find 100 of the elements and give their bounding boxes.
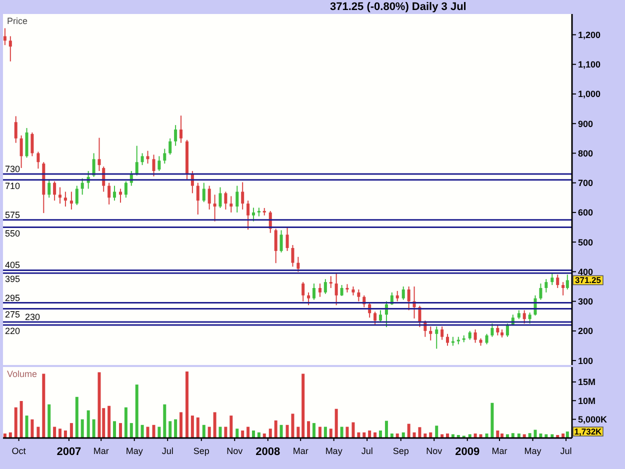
candlestick [280, 230, 283, 253]
bar [412, 432, 416, 438]
candlestick [213, 194, 216, 222]
bar [124, 407, 128, 438]
bar [168, 421, 172, 438]
candlestick [485, 333, 488, 345]
bar [25, 416, 28, 438]
bar [324, 426, 327, 438]
bar [190, 416, 194, 438]
candlestick [318, 283, 322, 298]
bar [179, 412, 182, 438]
bar [312, 423, 316, 438]
bar [70, 423, 73, 438]
candlestick [474, 328, 477, 344]
bar [334, 408, 338, 438]
candlestick [312, 283, 316, 300]
candlestick [168, 138, 172, 156]
bar [407, 424, 410, 438]
candlestick [402, 286, 405, 300]
bar [534, 430, 537, 438]
bar [340, 426, 344, 438]
bar [152, 424, 156, 438]
bar [362, 432, 366, 438]
candlestick [48, 178, 51, 198]
candlestick [506, 323, 509, 338]
bar [108, 406, 111, 438]
x-tick-label: May [325, 446, 343, 456]
bar [357, 432, 360, 438]
bar [163, 404, 166, 438]
bar [236, 428, 239, 438]
bar [80, 419, 84, 438]
candlestick [30, 132, 34, 157]
candlestick [98, 137, 101, 172]
candlestick [440, 326, 444, 340]
bar [48, 404, 51, 438]
bar [429, 432, 432, 438]
bar [274, 420, 278, 438]
bar [296, 426, 300, 438]
candlestick [135, 145, 138, 176]
x-tick-label: Jul [560, 446, 572, 456]
candlestick [429, 326, 432, 341]
x-tick-label: Sep [193, 446, 210, 456]
bar [146, 426, 150, 438]
bar [246, 426, 250, 438]
bar [268, 428, 272, 438]
candlestick [522, 310, 526, 324]
candlestick [329, 276, 332, 288]
ref-line-label: 405 [5, 260, 20, 270]
bar [224, 426, 228, 438]
bar [36, 426, 40, 438]
x-tick-label: Sep [392, 446, 409, 456]
y-tick-label: 800 [578, 148, 594, 158]
ref-line-label: 730 [5, 164, 20, 174]
candlestick [490, 323, 494, 338]
candlestick [20, 134, 23, 169]
candlestick [407, 286, 410, 311]
candlestick [286, 226, 289, 252]
candlestick [528, 312, 532, 324]
bar [98, 372, 101, 438]
bar [286, 424, 289, 438]
x-tick-label: Nov [426, 446, 443, 456]
candlestick [119, 188, 122, 204]
bar [435, 426, 438, 438]
bar [402, 432, 405, 438]
ref-line-label: 220 [5, 326, 20, 336]
x-tick-label: 2009 [455, 446, 480, 458]
bar [8, 432, 12, 438]
bar [158, 426, 161, 438]
bar [14, 407, 18, 438]
bar [86, 410, 90, 438]
candlestick [208, 185, 211, 210]
candlestick [146, 150, 150, 164]
candlestick [246, 200, 250, 230]
y-tick-label: 900 [578, 118, 594, 129]
x-tick-label: Jul [162, 446, 174, 456]
y-tick-label: 200 [578, 326, 594, 336]
candlestick [70, 191, 73, 210]
candlestick [80, 178, 84, 196]
ref-line-label: 275 [5, 310, 20, 320]
candlestick [556, 274, 560, 288]
bar [566, 432, 569, 438]
candlestick [236, 185, 239, 213]
bar [318, 426, 322, 438]
bar [496, 430, 500, 438]
bar [368, 430, 372, 438]
y-tick-label: 700 [578, 178, 594, 188]
x-tick-label: May [126, 446, 144, 456]
x-tick-label: Oct [12, 446, 26, 456]
bar [20, 401, 23, 438]
candlestick [174, 124, 178, 146]
candlestick [64, 191, 67, 208]
bar [378, 430, 382, 438]
x-tick-label: 2008 [256, 446, 280, 458]
ref-line-label: 395 [5, 274, 20, 284]
candlestick [291, 244, 294, 268]
bar [257, 432, 260, 438]
candlestick [8, 36, 12, 62]
x-tick-label: Mar [93, 446, 109, 456]
candlestick [92, 152, 96, 178]
candlestick [334, 272, 338, 306]
